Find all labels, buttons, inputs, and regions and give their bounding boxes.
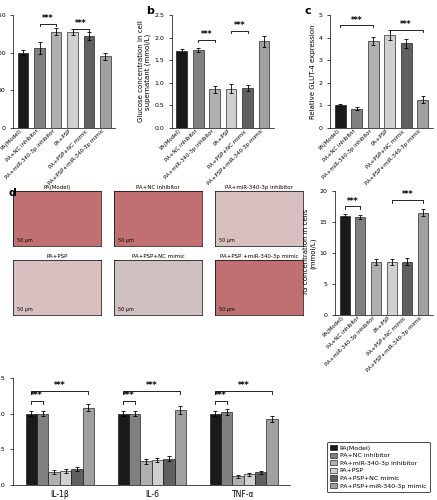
Legend: PA(Model), PA+NC inhibitor, PA+miR-340-3p inhibitor, PA+PSP, PA+PSP+NC mimic, PA: PA(Model), PA+NC inhibitor, PA+miR-340-3…: [326, 442, 430, 492]
Title: PA+PSP +miR-340-3p mimic: PA+PSP +miR-340-3p mimic: [219, 254, 298, 258]
Text: ***: ***: [31, 391, 43, 400]
Bar: [226, 88, 236, 128]
Bar: [418, 212, 428, 315]
Text: ***: ***: [400, 20, 412, 29]
Bar: [209, 90, 220, 128]
Bar: [51, 32, 61, 128]
Title: PA(Model): PA(Model): [43, 184, 71, 190]
Bar: [210, 414, 221, 485]
Bar: [163, 458, 174, 485]
Bar: [351, 108, 362, 128]
Bar: [385, 36, 395, 128]
Bar: [18, 52, 28, 128]
Y-axis label: Glucose concentration in cell
supernatant (mmol/L): Glucose concentration in cell supernatan…: [138, 20, 151, 122]
Bar: [335, 105, 346, 128]
Bar: [368, 41, 378, 128]
Bar: [140, 462, 152, 485]
Bar: [118, 414, 129, 485]
Text: ***: ***: [347, 196, 358, 205]
Bar: [34, 48, 45, 128]
Bar: [49, 472, 60, 485]
Bar: [129, 414, 140, 485]
Text: ***: ***: [402, 190, 413, 200]
Text: ***: ***: [42, 14, 54, 24]
Text: 50 μm: 50 μm: [17, 238, 33, 243]
Text: 50 μm: 50 μm: [118, 238, 134, 243]
Title: PA+NC inhibitor: PA+NC inhibitor: [136, 184, 180, 190]
Bar: [340, 216, 350, 315]
Bar: [221, 412, 232, 485]
Text: b: b: [146, 6, 154, 16]
Y-axis label: TG concentration in cells
(mmol/L): TG concentration in cells (mmol/L): [303, 209, 317, 296]
Bar: [174, 410, 186, 485]
Bar: [100, 56, 111, 128]
Bar: [60, 470, 71, 485]
Bar: [83, 36, 94, 128]
Bar: [37, 414, 49, 485]
Bar: [177, 51, 187, 128]
Bar: [26, 414, 37, 485]
Bar: [267, 420, 278, 485]
Text: d: d: [9, 188, 17, 198]
Bar: [244, 474, 255, 485]
Text: 50 μm: 50 μm: [118, 307, 134, 312]
Bar: [259, 41, 269, 128]
Text: 50 μm: 50 μm: [219, 307, 235, 312]
Y-axis label: Relative GLUT-4 expression: Relative GLUT-4 expression: [310, 24, 316, 118]
Title: PA+miR-340-3p inhibitor: PA+miR-340-3p inhibitor: [225, 184, 293, 190]
Bar: [387, 262, 397, 315]
Bar: [193, 50, 204, 128]
Text: ***: ***: [54, 381, 66, 390]
Bar: [255, 472, 267, 485]
Bar: [232, 476, 244, 485]
Bar: [371, 262, 381, 315]
Text: ***: ***: [238, 381, 250, 390]
Bar: [242, 88, 253, 128]
Bar: [152, 460, 163, 485]
Text: 50 μm: 50 μm: [219, 238, 235, 243]
Bar: [67, 32, 78, 128]
Bar: [71, 470, 83, 485]
Title: PA+PSP: PA+PSP: [46, 254, 68, 258]
Text: ***: ***: [123, 391, 135, 400]
Text: ***: ***: [146, 381, 158, 390]
Text: 50 μm: 50 μm: [17, 307, 33, 312]
Title: PA+PSP+NC mimic: PA+PSP+NC mimic: [132, 254, 184, 258]
Text: ***: ***: [351, 16, 363, 24]
Text: ***: ***: [75, 19, 87, 28]
Text: c: c: [305, 6, 311, 16]
Text: ***: ***: [233, 21, 245, 30]
Bar: [417, 100, 428, 128]
Bar: [401, 43, 412, 128]
Bar: [355, 217, 365, 315]
Bar: [402, 262, 413, 315]
Text: ***: ***: [201, 30, 212, 39]
Bar: [83, 408, 94, 485]
Text: ***: ***: [215, 391, 227, 400]
